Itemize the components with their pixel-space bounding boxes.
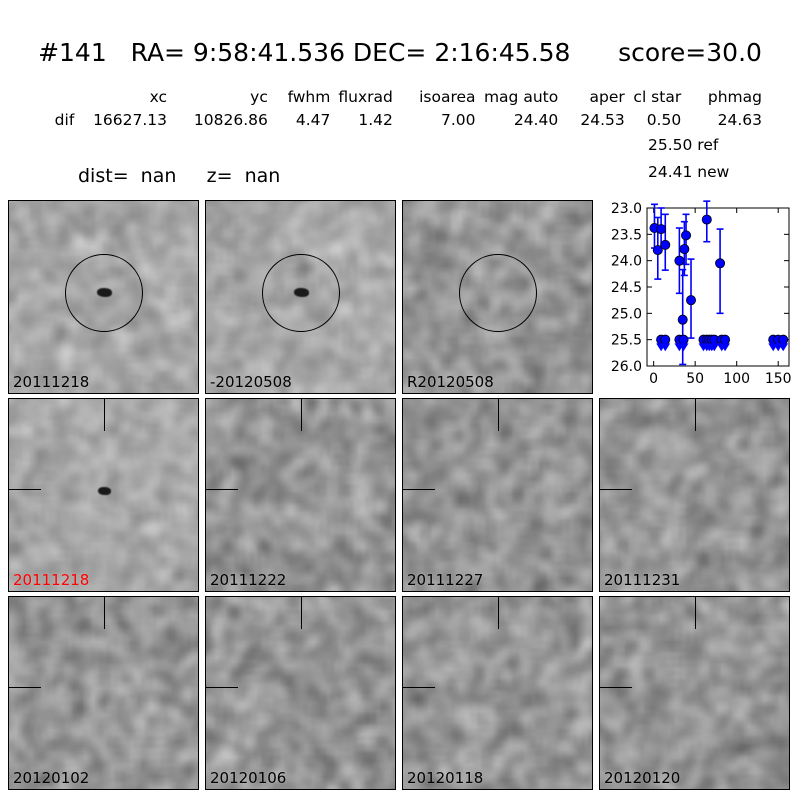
crosshair-horizontal-icon bbox=[403, 687, 435, 689]
cutout-stamp[interactable]: 20111227 bbox=[402, 398, 593, 592]
aperture-circle-icon bbox=[261, 254, 340, 333]
cutout-stamp[interactable]: 20111218 bbox=[8, 398, 199, 592]
crosshair-vertical-icon bbox=[694, 399, 696, 431]
svg-text:100: 100 bbox=[723, 371, 750, 387]
crosshair-horizontal-icon bbox=[9, 489, 41, 491]
svg-text:26.0: 26.0 bbox=[611, 359, 642, 375]
light-curve-chart[interactable]: 23.0 23.5 24.0 24.5 25.0 25.5 26.0 0 50 100 150 bbox=[599, 200, 794, 394]
cutout-row-2: 20120102 20120106 20120118 20120120 bbox=[8, 596, 794, 792]
crosshair-vertical-icon bbox=[103, 597, 105, 629]
cell-mag-auto: 24.40 bbox=[513, 111, 559, 129]
svg-text:0: 0 bbox=[649, 371, 658, 387]
cutout-stamp[interactable]: -20120508 bbox=[205, 200, 396, 394]
column-header-yc: yc bbox=[250, 88, 268, 106]
stamp-label: 20111231 bbox=[604, 571, 681, 589]
stamp-label: 20111222 bbox=[210, 571, 287, 589]
cutout-stamp[interactable]: 20120120 bbox=[599, 596, 790, 790]
column-header-cl-star: cl star bbox=[633, 88, 682, 106]
cutout-stamp[interactable]: 20120102 bbox=[8, 596, 199, 790]
crosshair-vertical-icon bbox=[103, 399, 105, 431]
column-header-xc: xc bbox=[149, 88, 168, 106]
cutout-row-0: 20111218 -20120508 R20120508 23.0 23.5 24.… bbox=[8, 200, 794, 396]
svg-text:23.0: 23.0 bbox=[611, 201, 642, 217]
crosshair-vertical-icon bbox=[300, 399, 302, 431]
cutout-stamp[interactable]: 20111231 bbox=[599, 398, 790, 592]
cell-fluxrad: 1.42 bbox=[358, 111, 393, 129]
cutout-grid: 20111218 -20120508 R20120508 23.0 23.5 24.… bbox=[8, 200, 794, 793]
cutout-stamp[interactable]: 20111218 bbox=[8, 200, 199, 394]
table-header-row: xc yc fwhm fluxrad isoarea mag auto aper… bbox=[40, 88, 770, 111]
column-header-isoarea: isoarea bbox=[419, 88, 476, 106]
column-header-fluxrad: fluxrad bbox=[338, 88, 393, 106]
cutout-row-1: 20111218 20111222 20111227 20111231 bbox=[8, 398, 794, 594]
column-header-fwhm: fwhm bbox=[287, 88, 331, 106]
svg-text:24.0: 24.0 bbox=[611, 254, 642, 270]
crosshair-vertical-icon bbox=[497, 597, 499, 629]
crosshair-horizontal-icon bbox=[206, 489, 238, 491]
stamp-label: -20120508 bbox=[210, 373, 292, 391]
stamp-label: 20111218 bbox=[13, 373, 90, 391]
cell-tag: dif bbox=[54, 111, 75, 129]
source-blob bbox=[97, 487, 111, 496]
phmag-new-value: 24.41 new bbox=[648, 163, 730, 181]
crosshair-horizontal-icon bbox=[403, 489, 435, 491]
cell-yc: 10826.86 bbox=[193, 111, 268, 129]
svg-text:23.5: 23.5 bbox=[611, 227, 642, 243]
svg-text:25.0: 25.0 bbox=[611, 306, 642, 322]
cell-fwhm: 4.47 bbox=[295, 111, 331, 129]
cutout-stamp[interactable]: R20120508 bbox=[402, 200, 593, 394]
table-row: dif 16627.13 10826.86 4.47 1.42 7.00 24.… bbox=[40, 111, 770, 133]
crosshair-vertical-icon bbox=[300, 597, 302, 629]
cell-isoarea: 7.00 bbox=[441, 111, 476, 129]
stamp-label: 20120118 bbox=[407, 769, 484, 787]
stamp-label: 20111227 bbox=[407, 571, 484, 589]
stamp-label: 20120106 bbox=[210, 769, 287, 787]
crosshair-vertical-icon bbox=[694, 597, 696, 629]
phmag-ref-value: 25.50 ref bbox=[648, 136, 719, 154]
column-header-aper: aper bbox=[589, 88, 625, 106]
stamp-label: R20120508 bbox=[407, 373, 494, 391]
crosshair-horizontal-icon bbox=[206, 687, 238, 689]
column-header-tag bbox=[40, 88, 74, 111]
distance-redshift-line: dist= nan z= nan bbox=[78, 165, 281, 187]
stamp-label: 20111218 bbox=[13, 571, 90, 589]
crosshair-vertical-icon bbox=[497, 399, 499, 431]
stamp-label: 20120102 bbox=[13, 769, 90, 787]
crosshair-horizontal-icon bbox=[600, 489, 632, 491]
cutout-stamp[interactable]: 20120118 bbox=[402, 596, 593, 790]
aperture-circle-icon bbox=[458, 254, 537, 333]
cell-cl-star: 0.50 bbox=[646, 111, 682, 129]
svg-text:24.5: 24.5 bbox=[611, 280, 642, 296]
column-header-mag-auto: mag auto bbox=[483, 88, 559, 106]
cell-aper: 24.53 bbox=[580, 111, 625, 129]
cell-phmag: 24.63 bbox=[717, 111, 762, 129]
page-title: #141 RA= 9:58:41.536 DEC= 2:16:45.58 sco… bbox=[38, 38, 762, 67]
header: #141 RA= 9:58:41.536 DEC= 2:16:45.58 sco… bbox=[0, 0, 800, 195]
stamp-label: 20120120 bbox=[604, 769, 681, 787]
svg-text:25.5: 25.5 bbox=[611, 333, 642, 349]
crosshair-horizontal-icon bbox=[9, 687, 41, 689]
svg-text:50: 50 bbox=[686, 371, 704, 387]
cutout-stamp[interactable]: 20111222 bbox=[205, 398, 396, 592]
cell-xc: 16627.13 bbox=[93, 111, 168, 129]
cutout-stamp[interactable]: 20120106 bbox=[205, 596, 396, 790]
column-header-phmag: phmag bbox=[707, 88, 762, 106]
crosshair-horizontal-icon bbox=[600, 687, 632, 689]
parameter-table: xc yc fwhm fluxrad isoarea mag auto aper… bbox=[40, 88, 770, 133]
svg-text:150: 150 bbox=[765, 371, 792, 387]
aperture-circle-icon bbox=[64, 254, 143, 333]
